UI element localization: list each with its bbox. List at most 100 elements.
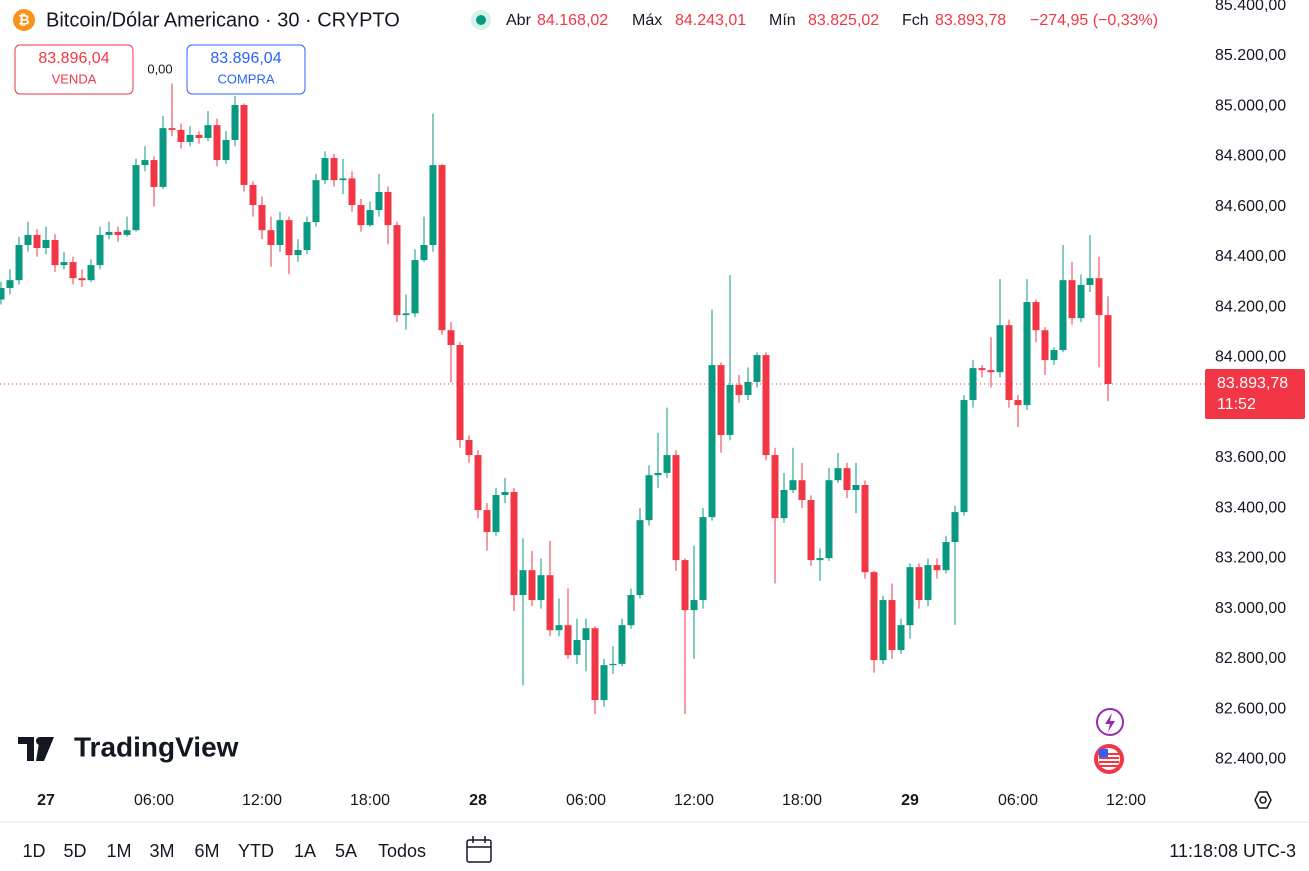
candle-body xyxy=(474,455,482,511)
candle-body xyxy=(672,455,680,561)
buy-label: COMPRA xyxy=(217,71,274,86)
candle-body xyxy=(1077,284,1085,319)
spread: 0,00 xyxy=(147,61,172,76)
y-tick-label: 83.400,00 xyxy=(1215,499,1286,516)
candle-body xyxy=(825,480,833,559)
candle-body xyxy=(699,517,707,601)
candle-body xyxy=(942,542,950,571)
sell-label: VENDA xyxy=(52,71,97,86)
candle-body xyxy=(987,370,995,373)
candle-body xyxy=(1059,280,1067,351)
candle-body xyxy=(843,468,851,490)
change: −274,95 (−0,33%) xyxy=(1030,12,1158,29)
candle-body xyxy=(492,495,500,532)
candle-body xyxy=(402,313,410,316)
candle-body xyxy=(537,575,545,601)
ohlc-value: 84.243,01 xyxy=(675,12,746,29)
candle-body xyxy=(141,160,149,166)
ohlc-label: Máx xyxy=(632,12,662,29)
candle-body xyxy=(609,663,617,666)
candle-body xyxy=(195,134,203,138)
x-tick-label: 27 xyxy=(37,792,55,809)
candle-body xyxy=(1095,278,1103,316)
settings-icon[interactable] xyxy=(1254,791,1272,809)
sell-button[interactable] xyxy=(14,44,134,95)
candle-body xyxy=(573,640,581,656)
range-button[interactable]: YTD xyxy=(238,841,274,861)
candle-body xyxy=(924,565,932,601)
x-tick-label: 18:00 xyxy=(782,792,822,809)
candle-body xyxy=(249,184,257,206)
candle-body xyxy=(600,665,608,701)
y-tick-label: 85.000,00 xyxy=(1215,97,1286,114)
candle-body xyxy=(780,489,788,519)
flag-canton xyxy=(1099,749,1108,757)
candle-body xyxy=(681,560,689,611)
candle-body xyxy=(393,225,401,316)
candle-body xyxy=(654,472,662,476)
candle-body xyxy=(816,558,824,561)
candle-body xyxy=(1086,278,1094,285)
candle-body xyxy=(285,220,293,256)
candle-body xyxy=(105,231,113,235)
candle-body xyxy=(555,625,563,631)
candle-body xyxy=(753,355,761,382)
bitcoin-icon xyxy=(13,9,35,31)
ohlc-value: 84.168,02 xyxy=(537,12,608,29)
candle-body xyxy=(636,520,644,596)
candle-body xyxy=(78,278,86,281)
candle-body xyxy=(51,239,59,266)
candle-body xyxy=(996,325,1004,373)
candle-body xyxy=(591,628,599,701)
candle-body xyxy=(717,365,725,435)
candle-body xyxy=(879,600,887,661)
candle-body xyxy=(0,287,5,300)
range-button[interactable]: 3M xyxy=(149,841,174,861)
x-tick-label: 12:00 xyxy=(674,792,714,809)
x-tick-label: 06:00 xyxy=(134,792,174,809)
candle-body xyxy=(708,365,716,518)
candle-body xyxy=(798,480,806,501)
candle-body xyxy=(213,125,221,161)
candle-body xyxy=(456,345,464,440)
candle-body xyxy=(447,330,455,346)
candle-body xyxy=(231,105,239,140)
range-button[interactable]: 5D xyxy=(63,841,86,861)
candle-body xyxy=(69,262,77,279)
range-button[interactable]: 5A xyxy=(335,841,357,861)
candle-body xyxy=(528,570,536,601)
candle-body xyxy=(645,475,653,521)
x-tick-label: 06:00 xyxy=(998,792,1038,809)
candle-body xyxy=(726,384,734,435)
buy-price: 83.896,04 xyxy=(210,50,281,67)
candle-body xyxy=(132,165,140,231)
side-icons xyxy=(1094,708,1272,809)
range-button[interactable]: 6M xyxy=(194,841,219,861)
candle-body xyxy=(357,205,365,226)
y-tick-label: 84.000,00 xyxy=(1215,349,1286,366)
calendar-icon[interactable] xyxy=(466,836,492,863)
candle-body xyxy=(519,570,527,596)
candle-body xyxy=(375,191,383,211)
candle-body xyxy=(348,178,356,206)
range-button[interactable]: Todos xyxy=(378,841,426,861)
candle-body xyxy=(501,492,509,496)
x-tick-label: 28 xyxy=(469,792,487,809)
buy-button[interactable] xyxy=(186,44,306,95)
candle-body xyxy=(762,355,770,456)
range-button[interactable]: 1D xyxy=(22,841,45,861)
candle-body xyxy=(294,250,302,256)
range-button[interactable]: 1A xyxy=(294,841,316,861)
candle-body xyxy=(123,230,131,235)
range-button[interactable]: 1M xyxy=(106,841,131,861)
candle-body xyxy=(951,512,959,543)
candle-body xyxy=(897,625,905,651)
candle-body xyxy=(1104,315,1112,385)
ohlc-label: Mín xyxy=(769,12,796,29)
candle-body xyxy=(861,484,869,573)
y-tick-label: 84.400,00 xyxy=(1215,248,1286,265)
candle-body xyxy=(15,244,23,281)
candle-body xyxy=(627,595,635,626)
y-tick-label: 85.400,00 xyxy=(1215,0,1286,14)
candle-body xyxy=(1041,330,1049,361)
